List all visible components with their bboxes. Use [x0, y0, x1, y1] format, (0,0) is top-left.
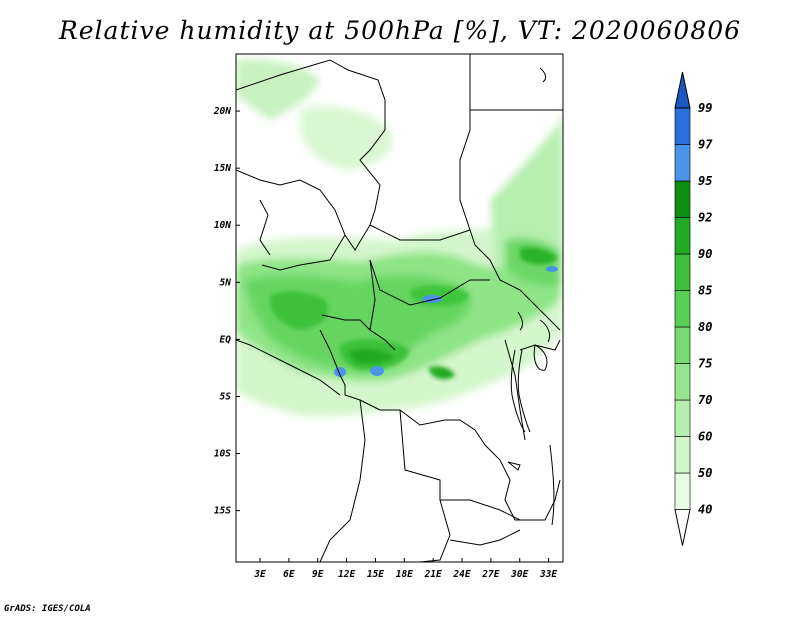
lon-tick-label: 27E: [481, 569, 499, 580]
colorbar-label: 60: [698, 430, 712, 444]
colorbar-arrow-low: [674, 509, 691, 546]
lat-tick-label: 15N: [214, 163, 231, 174]
colorbar-segment: [674, 326, 691, 364]
lon-tick-label: 3E: [253, 569, 266, 580]
rh-area-upper-left: [236, 59, 320, 120]
lon-tick-label: 6E: [283, 569, 295, 580]
lon-tick-label: 12E: [338, 569, 355, 580]
lat-tick-label: EQ: [220, 334, 232, 345]
rh-spot-97-b: [370, 366, 384, 376]
colorbar-label: 75: [698, 357, 712, 371]
colorbar-label: 99: [698, 101, 712, 115]
rh-area-92: [348, 348, 395, 365]
lakes-coast: [507, 67, 555, 526]
colorbar-label: 97: [698, 138, 713, 152]
lon-tick-label: 21E: [424, 569, 442, 580]
colorbar-label: 80: [698, 320, 712, 334]
colorbar-label: 40: [698, 503, 712, 517]
grads-credit: GrADS: IGES/COLA: [4, 604, 91, 614]
colorbar-label: 92: [698, 211, 712, 225]
country-borders: [236, 54, 563, 562]
humidity-field: [236, 54, 563, 562]
colorbar-label: 85: [698, 284, 712, 298]
rh-area-92b: [428, 366, 455, 380]
colorbar-segment: [674, 399, 691, 437]
colorbar-segment: [674, 363, 691, 401]
lat-tick-label: 15S: [214, 506, 231, 517]
lat-tick-label: 10S: [214, 449, 231, 460]
rh-area-88: [269, 291, 329, 330]
colorbar-label: 50: [698, 466, 712, 480]
latitude-axis: 20N 15N 10N 5N EQ 5S 10S 15S: [213, 106, 240, 517]
lon-tick-label: 18E: [396, 569, 413, 580]
longitude-axis: 3E 6E 9E 12E 15E 18E 21E 24E 27E 30E 33E: [253, 558, 557, 580]
lon-tick-label: 24E: [452, 569, 470, 580]
lat-tick-label: 10N: [214, 220, 231, 231]
rh-area-north-central: [300, 106, 393, 170]
colorbar-segment: [674, 253, 691, 291]
colorbar-segment: [674, 436, 691, 474]
colorbar-label: 70: [698, 393, 712, 407]
rh-area-east-92: [520, 247, 558, 265]
colorbar-label: 90: [698, 247, 712, 261]
lon-tick-label: 15E: [367, 569, 384, 580]
lon-tick-label: 30E: [510, 569, 528, 580]
lon-tick-label: 33E: [539, 569, 557, 580]
lon-tick-label: 9E: [312, 569, 324, 580]
colorbar-segment: [674, 217, 691, 255]
map-frame: [235, 53, 564, 563]
colorbar-segment: [674, 472, 691, 510]
colorbar-segment: [674, 290, 691, 328]
rh-spot-97-d: [546, 266, 558, 272]
colorbar-segment: [674, 180, 691, 218]
colorbar-label: 95: [698, 174, 712, 188]
lat-tick-label: 5S: [220, 391, 232, 402]
lat-tick-label: 5N: [220, 277, 232, 288]
colorbar-segment: [674, 107, 691, 145]
map-title: Relative humidity at 500hPa [%], VT: 202…: [58, 16, 742, 45]
colorbar-arrow-high: [674, 71, 691, 109]
colorbar: 40 50 60 70 75 80 85 90 92 95 97 99: [674, 71, 713, 546]
colorbar-segment: [674, 144, 691, 182]
rh-spot-97-a: [334, 367, 346, 377]
lat-tick-label: 20N: [213, 106, 231, 117]
